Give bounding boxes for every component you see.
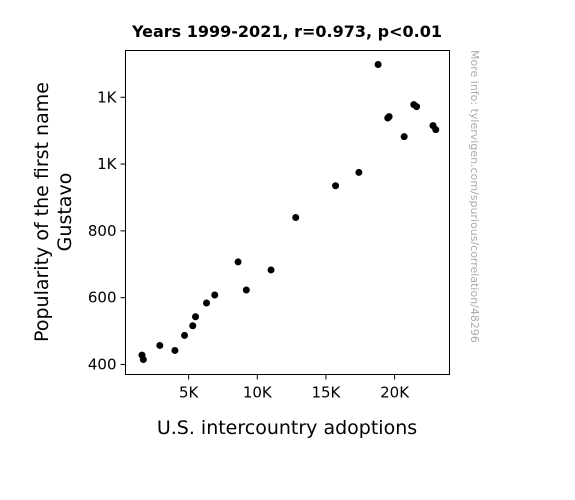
data-point <box>332 182 340 190</box>
y-tick-label: 800 <box>88 222 117 240</box>
chart-title: Years 1999-2021, r=0.973, p<0.01 <box>131 22 442 41</box>
data-point <box>292 214 300 222</box>
data-point <box>189 322 197 330</box>
y-axis-label: Popularity of the first name Gustavo <box>31 82 76 342</box>
x-tick-label: 15K <box>311 384 341 402</box>
data-point <box>171 346 179 354</box>
data-point <box>413 103 421 111</box>
data-point <box>139 355 147 363</box>
data-point <box>192 313 200 321</box>
y-tick-label: 600 <box>88 289 117 307</box>
y-tick-label: 1K <box>97 155 118 173</box>
data-point <box>385 113 393 121</box>
y-tick-label: 1K <box>97 88 118 106</box>
data-point <box>242 286 250 294</box>
plot-area <box>125 50 450 375</box>
data-point <box>400 133 408 141</box>
data-point <box>355 168 363 176</box>
data-point <box>203 299 210 307</box>
data-point <box>211 291 219 299</box>
data-point <box>156 341 164 349</box>
y-tick-label: 400 <box>88 355 117 373</box>
data-point <box>432 126 440 134</box>
data-points <box>138 61 440 363</box>
x-tick-label: 5K <box>179 384 200 402</box>
x-tick-label: 20K <box>380 384 410 402</box>
credit-label: More info: tylervigen.com/spurious/corre… <box>468 50 481 343</box>
x-tick-label: 10K <box>243 384 273 402</box>
data-point <box>234 258 242 266</box>
x-axis: 5K 10K 15K 20K <box>179 374 410 402</box>
credit-text: More info: tylervigen.com/spurious/corre… <box>468 50 481 343</box>
data-point <box>181 331 189 339</box>
y-axis-label-line-1: Popularity of the first name <box>31 82 53 342</box>
x-axis-label: U.S. intercountry adoptions <box>157 417 417 439</box>
data-point <box>374 61 382 69</box>
data-point <box>267 266 275 274</box>
y-axis-label-line-2: Gustavo <box>54 173 76 252</box>
y-axis: 400 600 800 1K 1K <box>88 88 126 373</box>
